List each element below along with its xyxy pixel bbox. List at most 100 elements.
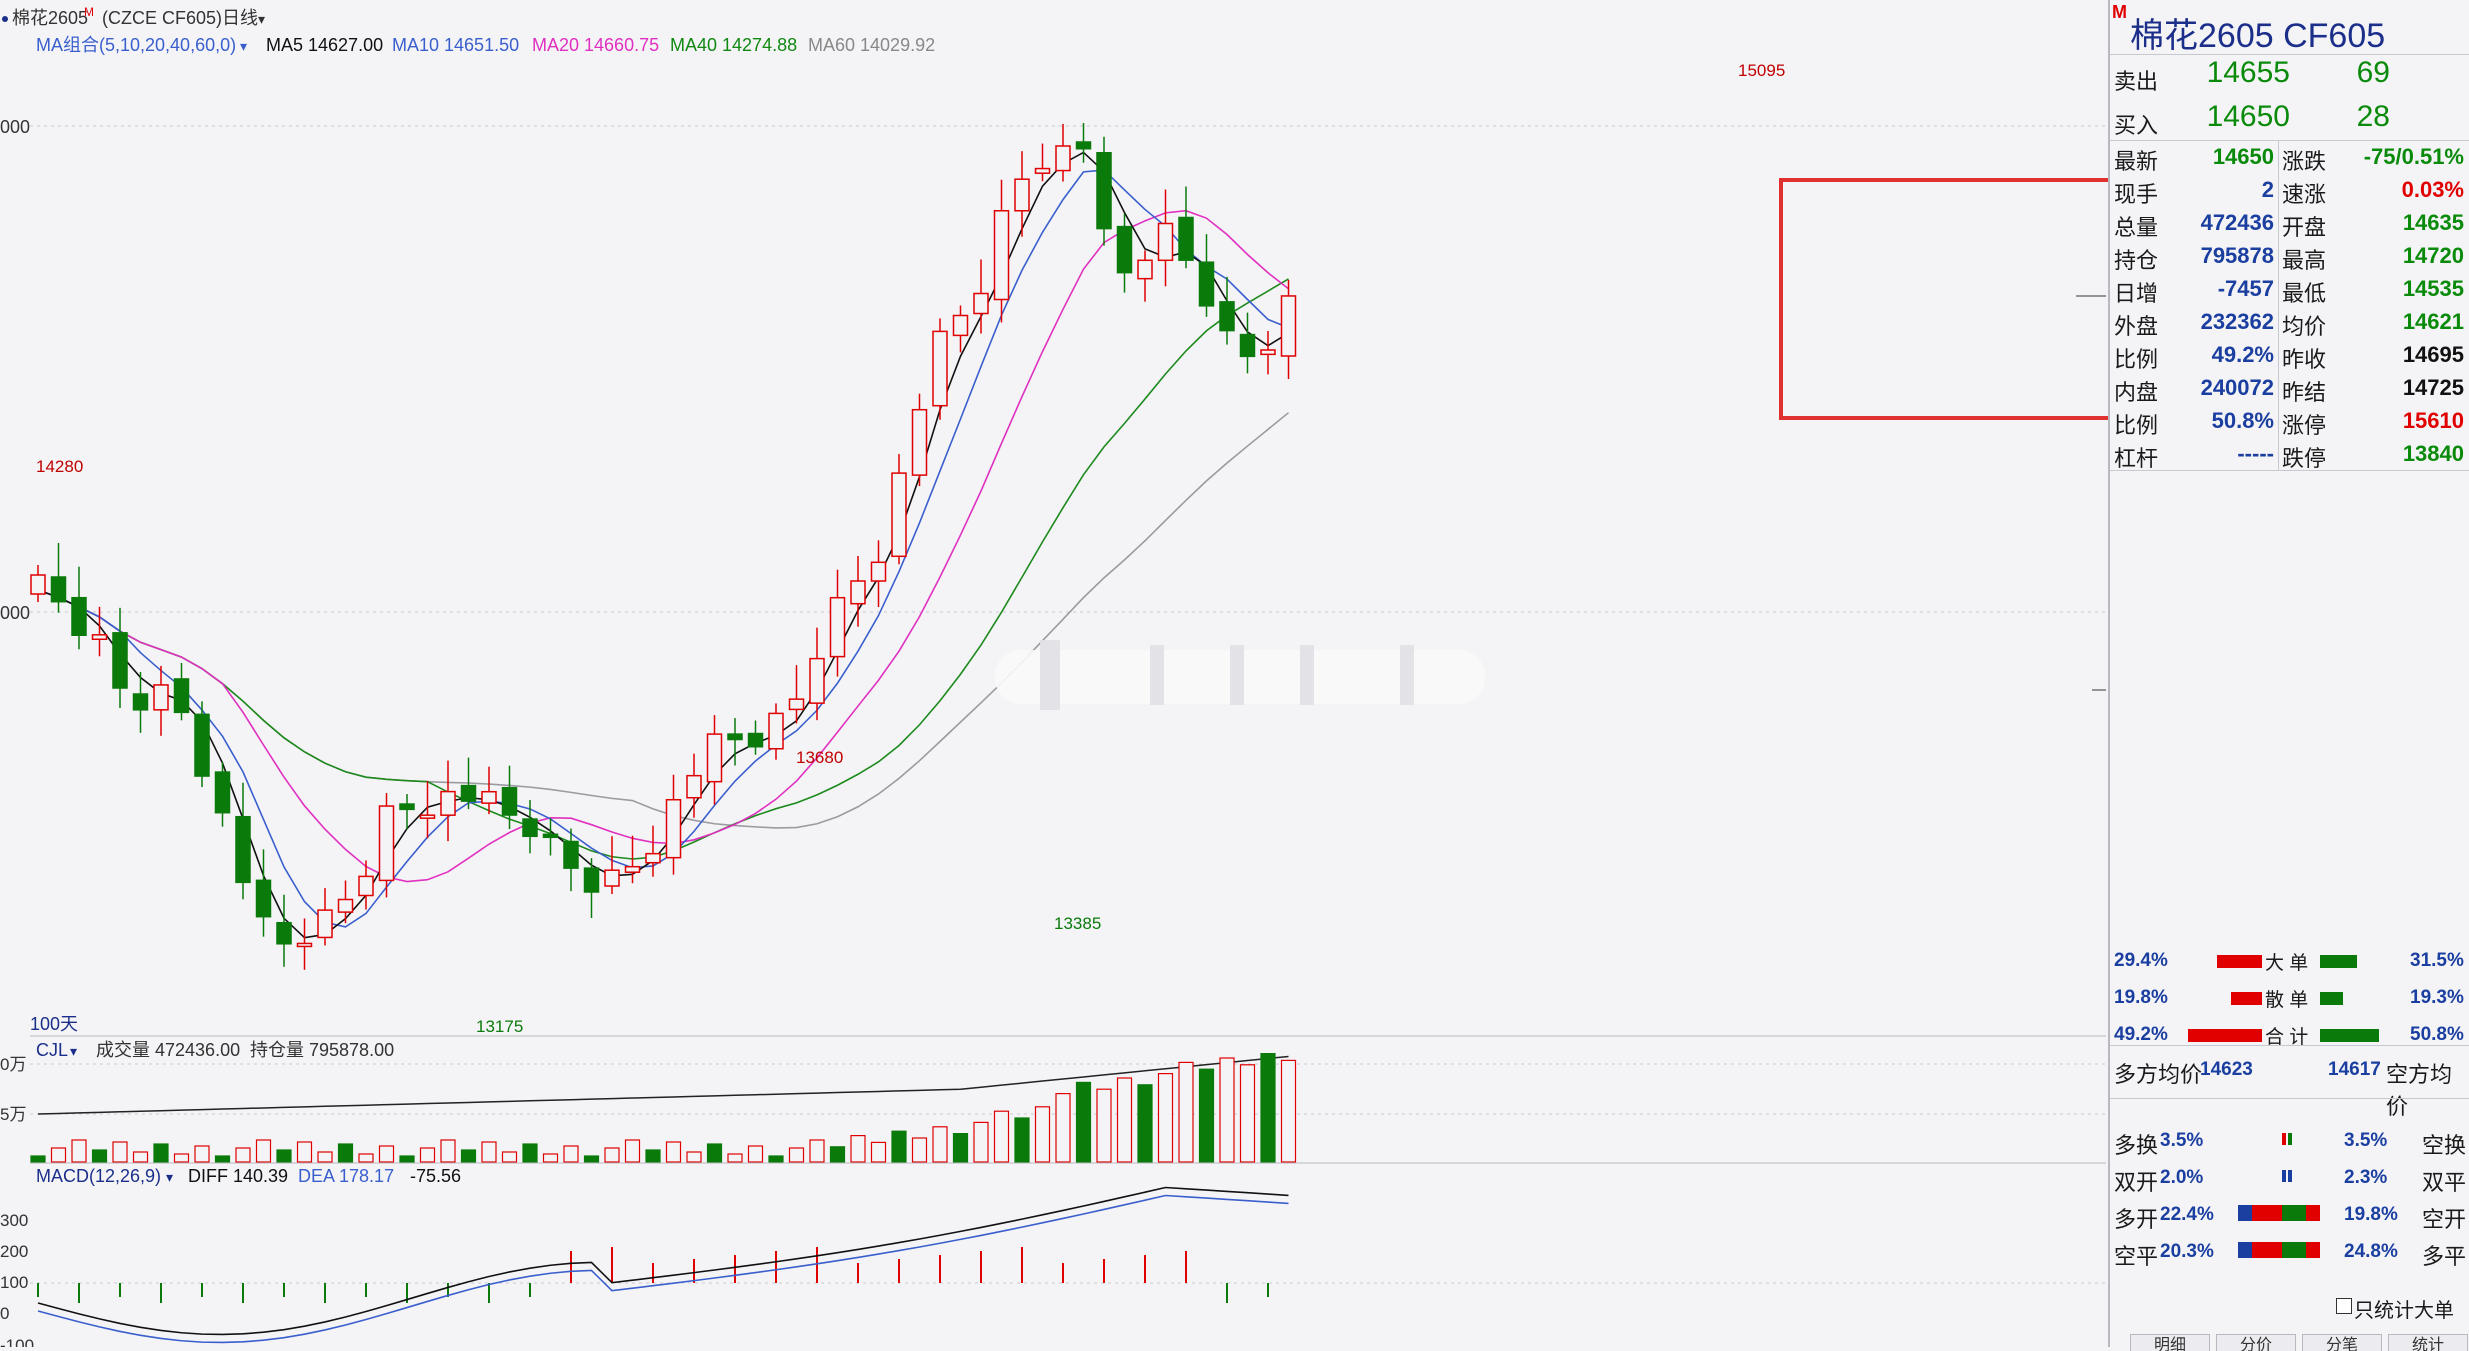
candle-body <box>1280 295 1297 357</box>
avg-long-price: 14623 <box>2200 1059 2253 1080</box>
volume-bar <box>993 1110 1010 1163</box>
pos-left-pct: 3.5% <box>2160 1130 2204 1151</box>
svg-text:▾: ▾ <box>70 1043 77 1059</box>
pos-marker <box>2282 1133 2286 1145</box>
volume-value: 成交量 472436.00 <box>96 1040 240 1060</box>
candle-body <box>973 292 989 315</box>
stat-label: 最低 <box>2282 281 2327 306</box>
stat-value: 14725 <box>2402 375 2464 400</box>
kline-chart-area[interactable]: 棉花2605 M (CZCE CF605) 日线 ▾ MA组合(5,10,20,… <box>0 0 2108 1347</box>
volume-bar <box>71 1139 87 1163</box>
volume-bar <box>624 1139 641 1163</box>
price-axis-label: 000 <box>0 117 30 137</box>
candle-body <box>768 712 784 750</box>
candlestick-series <box>30 123 1297 970</box>
stat-value: 14720 <box>2402 243 2464 268</box>
volume-bar <box>460 1149 477 1163</box>
volume-bar <box>645 1149 661 1163</box>
macd-dea: DEA 178.17 <box>298 1166 394 1186</box>
volume-bar <box>1219 1057 1235 1163</box>
ma-group-selector[interactable]: MA组合(5,10,20,40,60,0) <box>36 35 236 55</box>
annotation-mid-high: 13680 <box>796 748 843 767</box>
bottom-tab[interactable]: 分价 <box>2216 1334 2296 1351</box>
candle-body <box>296 942 313 948</box>
pos-label: 空平 <box>2114 1244 2159 1269</box>
candle-body <box>460 784 477 802</box>
volume-bar <box>399 1155 415 1163</box>
volume-bar <box>378 1145 395 1163</box>
flow-red-bar <box>2230 992 2262 1005</box>
candle-body <box>481 790 497 804</box>
stat-value: 795878 <box>2200 243 2274 268</box>
price-gridlines <box>30 125 2106 613</box>
volume-bar <box>1239 1064 1256 1163</box>
watermark-blur <box>995 640 1485 710</box>
candle-body <box>399 803 415 811</box>
volume-bar <box>973 1121 989 1163</box>
candle-body <box>1157 222 1174 262</box>
volume-bar <box>788 1147 805 1163</box>
volume-bar <box>50 1147 67 1163</box>
bottom-tab[interactable]: 分笔 <box>2302 1334 2382 1351</box>
svg-text:100: 100 <box>0 1273 28 1292</box>
macd-diff: DIFF 140.39 <box>188 1166 288 1186</box>
volume-indicator-name[interactable]: CJL <box>36 1040 68 1060</box>
candle-body <box>317 909 333 939</box>
flow-green-bar <box>2320 1029 2379 1042</box>
ma10-value: MA10 14651.50 <box>392 35 519 55</box>
pos-right-pct: 2.3% <box>2344 1167 2388 1188</box>
stat-label: 比例 <box>2114 413 2159 438</box>
volume-bar <box>665 1141 682 1163</box>
big-order-only-checkbox[interactable] <box>2336 1298 2352 1314</box>
flow-right-pct: 19.3% <box>2410 987 2464 1008</box>
pos-label: 多开 <box>2114 1207 2159 1232</box>
volume-bar <box>1198 1068 1215 1163</box>
volume-bar <box>276 1149 292 1163</box>
bottom-tab[interactable]: 明细 <box>2130 1334 2210 1351</box>
volume-bar <box>132 1151 149 1163</box>
volume-bar <box>255 1139 272 1163</box>
stat-label: 均价 <box>2282 314 2327 339</box>
candle-body <box>850 580 866 605</box>
bottom-tab[interactable]: 统计 <box>2388 1334 2468 1351</box>
flow-right-pct: 31.5% <box>2410 950 2464 971</box>
candle-body <box>665 798 682 859</box>
candle-body <box>337 898 354 913</box>
volume-bar <box>419 1147 436 1163</box>
macd-indicator-name[interactable]: MACD(12,26,9) <box>36 1166 161 1186</box>
volume-bar <box>563 1145 579 1163</box>
flow-right-pct: 50.8% <box>2410 1024 2464 1045</box>
volume-bar <box>214 1155 231 1163</box>
macd-panel: MACD(12,26,9) ▾ DIFF 140.39 DEA 178.17 -… <box>0 1166 2106 1347</box>
volume-bar <box>296 1141 313 1163</box>
stat-label: 持仓 <box>2114 248 2159 273</box>
volume-bar <box>194 1145 210 1163</box>
flow-left-pct: 19.8% <box>2114 987 2168 1008</box>
candle-body <box>788 698 805 711</box>
ma-legend: MA组合(5,10,20,40,60,0) ▾ MA5 14627.00 MA1… <box>36 35 935 55</box>
pos-label: 双开 <box>2114 1170 2159 1195</box>
candle-body <box>71 596 87 637</box>
stat-label: 内盘 <box>2114 380 2159 405</box>
volume-bar <box>542 1153 559 1163</box>
svg-text:-100: -100 <box>0 1336 34 1347</box>
annotation-high: 15095 <box>1738 61 1785 80</box>
candle-body <box>747 732 764 748</box>
volume-bar <box>1280 1059 1297 1163</box>
candle-body <box>378 805 395 882</box>
flow-label: 散 单 <box>2265 990 2309 1011</box>
svg-text:(CZCE CF605): (CZCE CF605) <box>102 8 222 28</box>
volume-bar <box>440 1139 456 1163</box>
stat-label: 跌停 <box>2282 446 2327 471</box>
volume-bar <box>173 1153 190 1163</box>
period-selector[interactable]: 日线 <box>222 8 258 28</box>
volume-bar <box>358 1153 374 1163</box>
avg-short-price: 14617 <box>2328 1059 2381 1080</box>
stat-value: 14695 <box>2402 342 2464 367</box>
flow-red-bar <box>2188 1029 2262 1042</box>
stat-label: 最高 <box>2282 248 2327 273</box>
candle-body <box>727 733 743 741</box>
candle-body <box>604 869 620 887</box>
stat-value: 240072 <box>2200 375 2274 400</box>
flow-left-pct: 29.4% <box>2114 950 2168 971</box>
